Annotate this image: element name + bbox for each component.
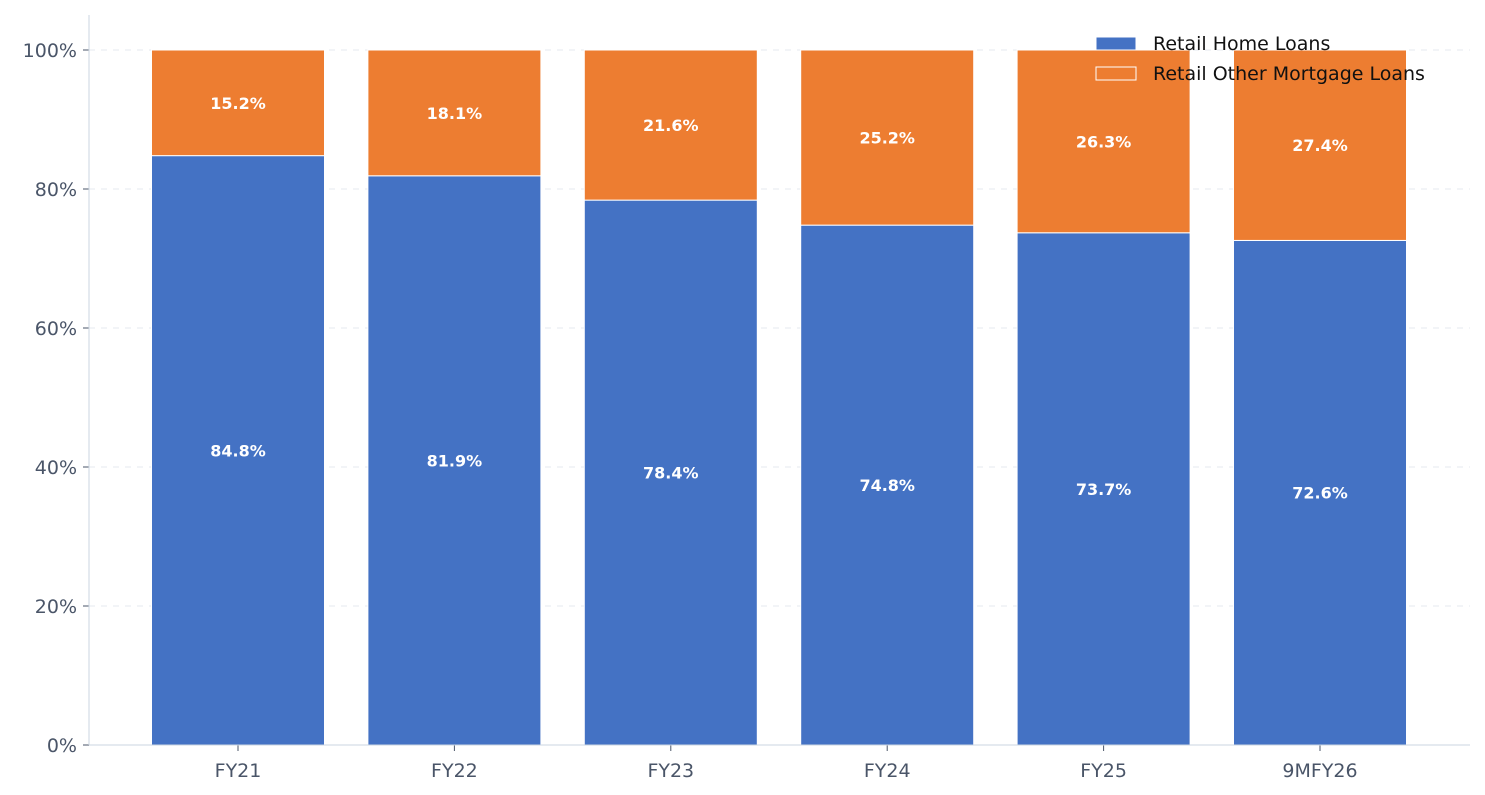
- data-label: 74.8%: [859, 476, 915, 495]
- x-tick-label: FY25: [1080, 760, 1127, 782]
- data-label: 78.4%: [643, 464, 699, 483]
- data-label: 15.2%: [210, 94, 266, 113]
- data-label: 21.6%: [643, 116, 699, 135]
- bar-other-mortgage-loans: [583, 49, 758, 201]
- y-tick-label: 0%: [47, 735, 77, 757]
- x-tick-label: FY24: [864, 760, 911, 782]
- bar-home-loans: [583, 199, 758, 746]
- bar-home-loans: [367, 175, 542, 746]
- data-label: 73.7%: [1076, 480, 1132, 499]
- bar-other-mortgage-loans: [151, 49, 325, 157]
- x-tick-label: FY21: [215, 760, 262, 782]
- legend-swatch: [1095, 66, 1137, 81]
- x-tick-label: FY22: [431, 760, 478, 782]
- bar-other-mortgage-loans: [367, 49, 542, 177]
- bar-home-loans: [800, 224, 975, 746]
- y-tick-label: 20%: [35, 596, 77, 618]
- bar-other-mortgage-loans: [800, 49, 975, 226]
- legend-label: Retail Home Loans: [1153, 33, 1330, 55]
- bar-other-mortgage-loans: [1233, 49, 1407, 241]
- data-label: 72.6%: [1292, 484, 1348, 503]
- data-label: 84.8%: [210, 441, 266, 460]
- y-tick-label: 40%: [35, 457, 77, 479]
- legend-swatch: [1095, 36, 1137, 51]
- data-label: 27.4%: [1292, 136, 1348, 155]
- bar-home-loans: [151, 155, 325, 746]
- y-tick-label: 100%: [23, 40, 77, 62]
- x-tick-label: FY23: [647, 760, 694, 782]
- y-tick-label: 60%: [35, 318, 77, 340]
- data-label: 26.3%: [1076, 132, 1132, 151]
- legend-label: Retail Other Mortgage Loans: [1153, 63, 1425, 85]
- data-label: 81.9%: [427, 451, 483, 470]
- data-label: 25.2%: [859, 129, 915, 148]
- x-tick-label: 9MFY26: [1282, 760, 1357, 782]
- y-tick-label: 80%: [35, 179, 77, 201]
- data-label: 18.1%: [427, 104, 483, 123]
